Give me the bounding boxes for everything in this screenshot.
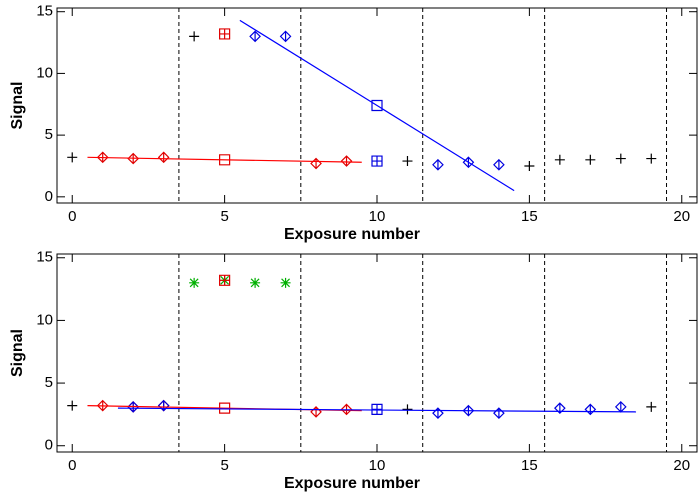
marker-diamond <box>249 30 261 43</box>
x-tick-label: 20 <box>673 457 690 474</box>
marker-diamond <box>310 406 322 418</box>
marker-plus <box>646 153 657 164</box>
x-axis-label: Exposure number <box>284 226 420 243</box>
y-axis-label: Signal <box>9 329 26 377</box>
marker-square-plus <box>371 403 383 415</box>
marker-plus <box>615 153 626 164</box>
marker-plus <box>646 401 657 412</box>
marker-diamond <box>340 155 353 167</box>
marker-square-plus <box>219 28 231 40</box>
y-tick-label: 10 <box>36 64 53 81</box>
y-tick-label: 15 <box>36 3 53 20</box>
x-tick-label: 20 <box>673 208 690 225</box>
marker-plus <box>189 31 200 42</box>
marker-diamond <box>279 30 292 43</box>
marker-diamond <box>157 399 170 412</box>
marker-asterisk <box>280 277 291 288</box>
x-tick-label: 5 <box>220 208 228 225</box>
fit-line <box>87 156 362 163</box>
x-axis-label: Exposure number <box>284 475 420 492</box>
x-tick-label: 15 <box>521 208 538 225</box>
y-tick-label: 5 <box>45 126 53 143</box>
y-tick-label: 0 <box>45 188 53 205</box>
fit-line <box>239 19 515 192</box>
marker-plus <box>67 400 78 411</box>
marker-diamond <box>157 151 170 164</box>
marker-square-plus <box>219 274 231 286</box>
marker-diamond <box>614 401 627 413</box>
fit-line <box>117 407 637 413</box>
marker-asterisk <box>189 277 200 288</box>
marker-plus <box>524 160 535 171</box>
marker-square-plus <box>371 155 383 167</box>
marker-asterisk <box>250 277 261 288</box>
marker-diamond <box>432 158 444 171</box>
y-tick-label: 15 <box>36 249 53 266</box>
x-tick-label: 10 <box>369 208 386 225</box>
marker-diamond <box>310 157 322 170</box>
y-axis-label: Signal <box>9 81 26 129</box>
x-tick-label: 10 <box>369 457 386 474</box>
marker-plus <box>67 152 78 163</box>
y-tick-label: 5 <box>45 374 53 391</box>
marker-square <box>219 154 231 166</box>
marker-plus <box>554 154 565 165</box>
marker-plus <box>402 156 413 167</box>
marker-plus <box>402 404 413 415</box>
y-tick-label: 10 <box>36 311 53 328</box>
y-tick-label: 0 <box>45 437 53 454</box>
marker-diamond <box>493 158 505 171</box>
x-tick-label: 0 <box>68 208 76 225</box>
x-tick-label: 15 <box>521 457 538 474</box>
marker-square <box>219 402 231 414</box>
plot-frame <box>56 253 698 453</box>
x-tick-label: 5 <box>220 457 228 474</box>
marker-square <box>371 99 383 112</box>
marker-plus <box>585 154 596 165</box>
x-tick-label: 0 <box>68 457 76 474</box>
marker-diamond <box>493 407 505 420</box>
marker-diamond <box>432 407 444 420</box>
marker-diamond <box>584 403 597 416</box>
